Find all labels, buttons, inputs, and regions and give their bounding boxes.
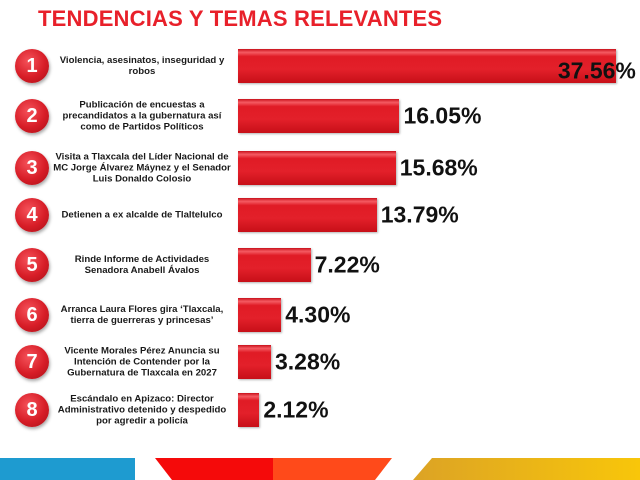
bar: [238, 151, 396, 185]
data-label: 16.05%: [403, 102, 482, 129]
rank-badge: 5: [15, 248, 49, 282]
category-label: Violencia, asesinatos, inseguridad y rob…: [59, 55, 225, 77]
rank-badge: 3: [15, 151, 49, 185]
footer-stripe-yellow: [413, 458, 640, 480]
rank-badge: 2: [15, 99, 49, 133]
data-label: 15.68%: [399, 154, 478, 181]
chart-title: TENDENCIAS Y TEMAS RELEVANTES: [38, 6, 443, 31]
bar: [238, 49, 616, 83]
category-label: Rinde Informe de Actividades Senadora An…: [74, 254, 210, 276]
rank-badge: 6: [15, 298, 49, 332]
bar: [238, 198, 377, 232]
rank-badge: 7: [15, 345, 49, 379]
bar: [238, 248, 311, 282]
data-label: 3.28%: [274, 348, 341, 375]
data-label: 37.56%: [557, 57, 636, 84]
footer-stripe-orange: [273, 458, 392, 480]
data-label: 2.12%: [263, 396, 329, 423]
bar: [238, 298, 282, 332]
category-label: Detienen a ex alcalde de Tlaltelulco: [61, 209, 223, 221]
rank-badge: 8: [15, 393, 49, 427]
bar: [238, 393, 260, 427]
data-label: 7.22%: [314, 251, 380, 278]
category-label: Escándalo en Apizaco: Director Administr…: [57, 393, 227, 427]
category-label: Vicente Morales Pérez Anuncia su Intenci…: [64, 345, 220, 379]
footer-stripe-red: [155, 458, 273, 480]
rank-badge: 4: [15, 198, 49, 232]
category-label: Publicación de encuestas a precandidatos…: [62, 99, 222, 133]
footer-stripe-blue: [0, 458, 135, 480]
category-label: Visita a Tlaxcala del Líder Nacional de …: [53, 151, 231, 185]
data-label: 4.30%: [285, 301, 351, 328]
category-label: Arranca Laura Flores gira ‘Tlaxcala, tie…: [60, 304, 224, 326]
rank-badge: 1: [15, 49, 49, 83]
data-label: 13.79%: [380, 201, 459, 228]
bar: [238, 345, 271, 379]
bar: [238, 99, 400, 133]
